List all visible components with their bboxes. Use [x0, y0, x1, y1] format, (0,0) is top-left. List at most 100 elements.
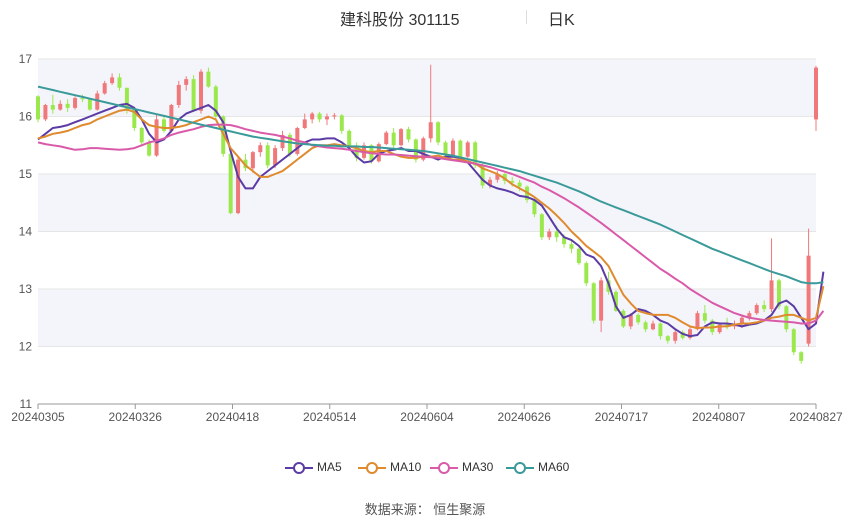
ma30-line: [37, 123, 825, 325]
candle-body: [717, 324, 722, 333]
candle-body: [139, 128, 144, 143]
candle-body: [376, 144, 381, 162]
candle: [665, 335, 670, 344]
candle-body: [399, 129, 404, 146]
candle-body: [769, 280, 774, 310]
candle-body: [391, 132, 396, 146]
candle: [265, 142, 270, 169]
candle-body: [147, 142, 152, 156]
legend-label: MA30: [462, 460, 494, 474]
x-tick-label: 20240305: [11, 410, 65, 424]
candle: [258, 142, 263, 157]
candle: [384, 130, 389, 146]
y-tick-label: 15: [19, 167, 33, 181]
candle-body: [665, 336, 670, 341]
candle-body: [302, 119, 307, 128]
candle-body: [613, 291, 618, 311]
candle: [806, 228, 811, 347]
candle-body: [206, 71, 211, 87]
legend-swatch-icon: [430, 462, 458, 474]
candle: [184, 76, 189, 91]
candle-body: [465, 142, 470, 157]
candle: [236, 156, 241, 215]
candle-body: [643, 322, 648, 330]
candle: [161, 116, 166, 133]
candle-body: [102, 83, 107, 94]
candle-body: [176, 84, 181, 105]
candle: [117, 73, 122, 91]
candle-body: [473, 142, 478, 166]
candle-body: [258, 145, 263, 153]
candle: [50, 94, 55, 114]
candle-body: [762, 305, 767, 310]
candle-body: [628, 314, 633, 327]
candle-body: [384, 132, 389, 145]
candle-body: [73, 98, 78, 108]
y-axis: 11 12 13 14 15 16 17: [19, 52, 33, 411]
candle-body: [65, 103, 70, 108]
plot-band: [38, 289, 816, 347]
candle: [532, 198, 537, 218]
legend-label: MA10: [390, 460, 422, 474]
y-tick-label: 14: [19, 225, 33, 239]
candle-body: [236, 159, 241, 214]
candle-body: [347, 130, 352, 147]
candle-body: [161, 119, 166, 131]
candle-body: [532, 199, 537, 215]
candle: [391, 128, 396, 149]
candle-body: [110, 77, 115, 84]
candle: [762, 300, 767, 312]
candle-body: [806, 255, 811, 344]
legend-swatch-icon: [358, 462, 386, 474]
candle-body: [458, 140, 463, 157]
candle-body: [747, 313, 752, 318]
candle: [436, 121, 441, 146]
candle-body: [754, 305, 759, 314]
y-tick-label: 12: [19, 340, 33, 354]
candle: [139, 126, 144, 147]
data-source: 数据来源： 恒生聚源: [364, 502, 486, 517]
title-separator: [526, 10, 527, 24]
candle: [339, 114, 344, 134]
x-tick-label: 20240514: [303, 410, 357, 424]
candle-body: [36, 96, 40, 120]
legend: MA5 MA10 MA30 MA60: [0, 458, 850, 478]
candle: [643, 320, 648, 333]
y-tick-label: 13: [19, 282, 33, 296]
candle: [406, 126, 411, 143]
candle-body: [95, 93, 100, 110]
candle-body: [421, 138, 426, 160]
candle-body: [517, 182, 522, 187]
candle-body: [80, 98, 85, 100]
candle: [87, 99, 92, 111]
candle-body: [213, 86, 218, 117]
candle-body: [132, 109, 137, 128]
candle: [814, 65, 818, 131]
candle: [547, 228, 552, 241]
candle: [228, 151, 233, 215]
candle-body: [776, 280, 781, 307]
candle: [250, 151, 255, 173]
candle: [199, 69, 204, 114]
x-tick-label: 20240604: [400, 410, 454, 424]
candle-body: [569, 244, 574, 249]
candle-body: [710, 320, 715, 333]
candle-body: [117, 77, 122, 88]
candle: [747, 310, 752, 321]
candle-body: [287, 134, 292, 154]
candle-body: [43, 105, 48, 120]
candle-body: [265, 145, 270, 166]
candle: [458, 139, 463, 160]
plot-band: [38, 174, 816, 232]
candle: [784, 305, 789, 333]
candle: [702, 305, 707, 324]
candle: [636, 313, 641, 325]
plot-band: [38, 59, 816, 117]
candle: [154, 113, 159, 157]
candle-body: [739, 317, 744, 324]
period-label[interactable]: 日K: [548, 12, 575, 29]
candle-body: [58, 103, 63, 110]
candle-body: [450, 140, 455, 156]
candle: [376, 142, 381, 163]
